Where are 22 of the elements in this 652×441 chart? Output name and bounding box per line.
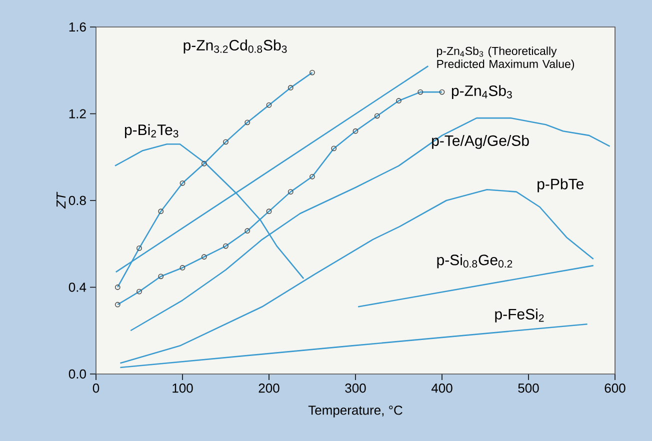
y-tick-label: 1.2 [69,109,86,118]
x-tick-label: 0 [92,384,100,393]
x-tick-label: 300 [345,384,366,393]
y-tick-label: 1.6 [69,22,86,32]
y-tick-label: 0.8 [68,196,86,206]
x-tick-label: 600 [604,384,626,393]
y-tick-label: 0.4 [68,282,86,292]
series-label: p-Te/Ag/Ge/Sb [432,134,529,149]
series-label: p-Zn$_{4}$Sb$_{3}$ (Theoretically Predicted Maximum Value) [437,46,574,70]
series-label: p-Bi$_{2}$Te$_{3}$ [124,124,178,138]
series-label: p-Zn$_{3.2}$Cd$_{0.8}$Sb$_{3}$ [184,40,287,54]
y-tick-label: 0.0 [68,369,86,379]
x-tick-label: 200 [258,384,280,393]
x-tick-label: 500 [518,384,539,393]
x-axis-title: Temperature, °C [308,406,402,418]
y-axis-title: ZT [56,192,66,209]
x-tick-label: 400 [431,384,452,393]
series-label: p-FeSi$_{2}$ [495,308,544,322]
x-tick-label: 100 [172,384,193,393]
series-label: p-PbTe [538,178,584,192]
series-label: p-Zn$_{4}$Sb$_{3}$ [452,85,512,100]
series-label: p-Si$_{0.8}$Ge$_{0.2}$ [437,254,512,268]
